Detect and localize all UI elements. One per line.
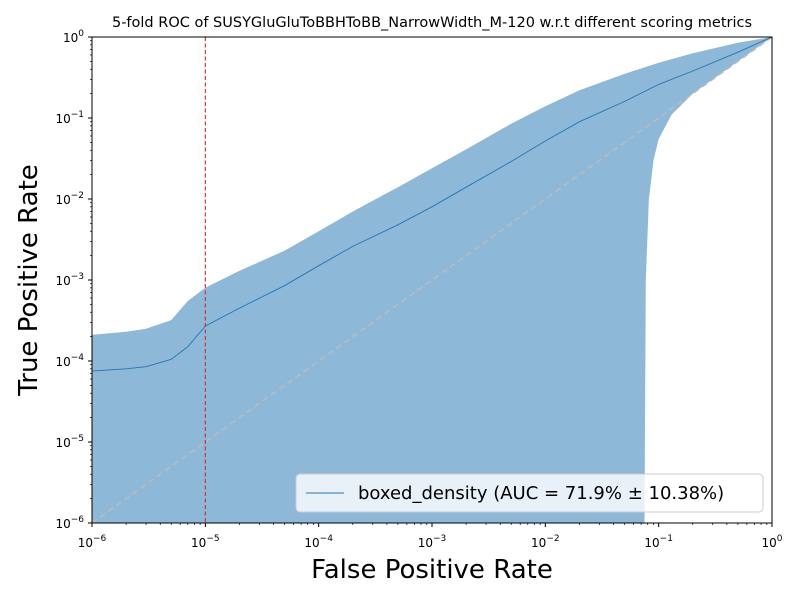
y-axis-label: True Positive Rate <box>14 164 44 397</box>
legend-box <box>295 473 764 513</box>
plot-area <box>92 37 772 523</box>
y-tick-label: 100 <box>63 29 84 45</box>
x-tick-label: 10−2 <box>531 534 560 550</box>
x-tick-label: 10−4 <box>304 534 333 550</box>
x-axis-ticks: 10−6 10−5 10−4 10−3 10−2 10−1 100 <box>78 523 783 550</box>
y-tick-label: 10−3 <box>55 272 84 288</box>
y-tick-label: 10−1 <box>55 110 84 126</box>
x-tick-label: 10−6 <box>78 534 107 550</box>
legend-label: boxed_density (AUC = 71.9% ± 10.38%) <box>358 483 724 504</box>
y-tick-label: 10−6 <box>55 515 84 531</box>
y-tick-label: 10−2 <box>55 191 84 207</box>
chart-title: 5-fold ROC of SUSYGluGluToBBHToBB_Narrow… <box>112 15 752 31</box>
x-tick-label: 100 <box>761 534 782 550</box>
legend: boxed_density (AUC = 71.9% ± 10.38%) <box>295 473 764 513</box>
y-tick-label: 10−4 <box>55 353 84 369</box>
x-axis-label: False Positive Rate <box>311 555 553 585</box>
roc-uncertainty-band <box>92 37 772 523</box>
x-tick-label: 10−1 <box>644 534 673 550</box>
y-tick-label: 10−5 <box>55 434 84 450</box>
y-axis-ticks: 10−6 10−5 10−4 10−3 10−2 10−1 100 <box>55 29 92 531</box>
x-tick-label: 10−3 <box>418 534 447 550</box>
x-tick-label: 10−5 <box>191 534 220 550</box>
roc-mean-curve <box>92 37 772 372</box>
